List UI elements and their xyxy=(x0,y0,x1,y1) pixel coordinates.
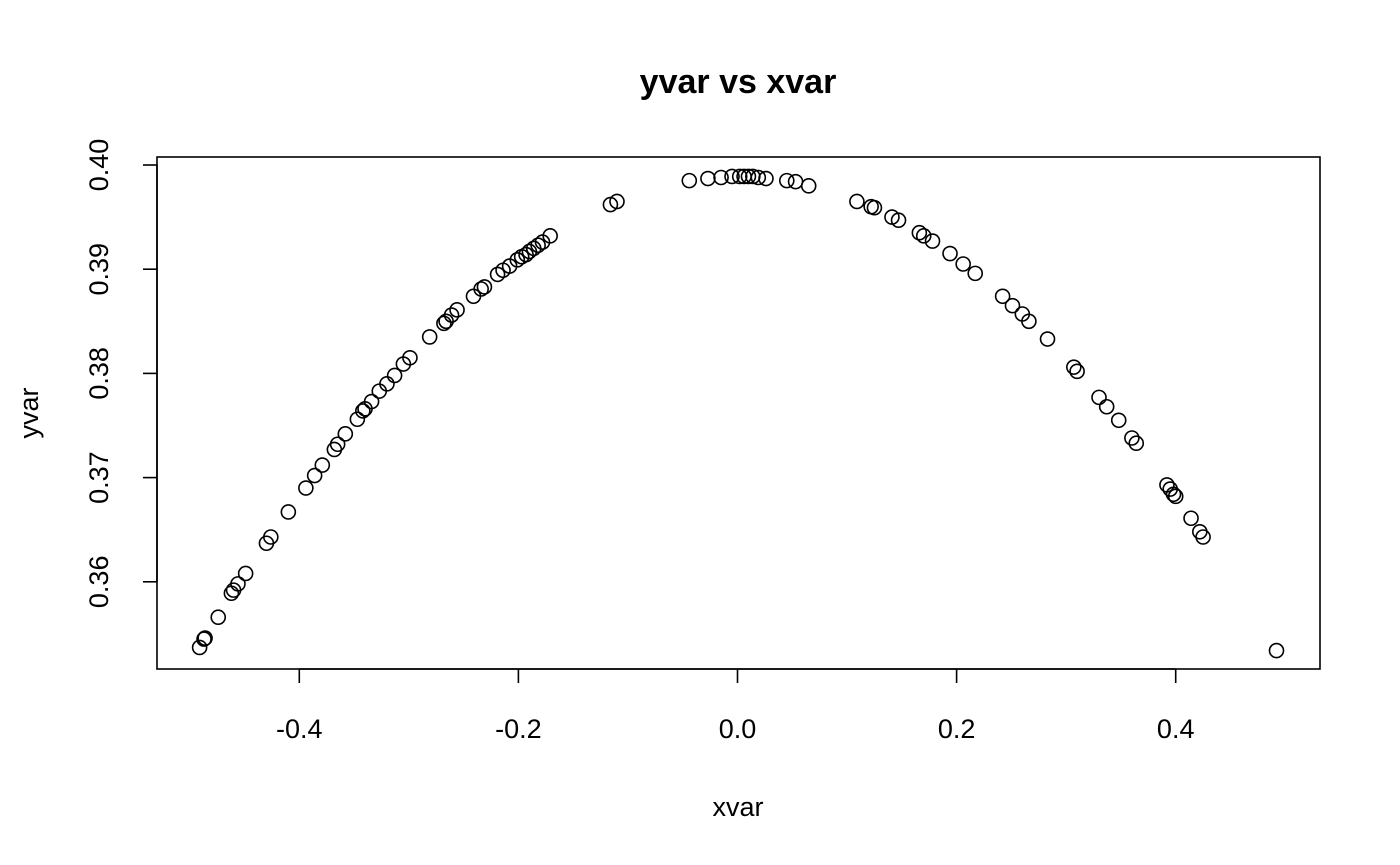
data-point xyxy=(1167,488,1184,505)
data-point xyxy=(681,172,698,189)
data-point xyxy=(402,349,418,366)
x-tick-label: 0.4 xyxy=(1157,714,1195,744)
data-point xyxy=(994,288,1011,305)
data-point xyxy=(849,193,865,210)
data-point xyxy=(800,178,817,194)
data-point xyxy=(509,252,526,268)
y-tick-label: 0.36 xyxy=(84,556,114,609)
data-point xyxy=(778,172,795,189)
data-point xyxy=(1091,389,1107,406)
data-point xyxy=(191,639,208,656)
x-tick-label: -0.2 xyxy=(495,714,542,744)
data-point xyxy=(787,173,804,190)
data-point xyxy=(386,367,403,384)
data-point xyxy=(1183,510,1199,527)
data-point xyxy=(967,265,984,282)
data-point xyxy=(280,504,297,520)
data-point xyxy=(700,170,716,187)
data-point xyxy=(210,609,227,626)
data-point xyxy=(371,383,388,399)
data-point xyxy=(263,529,279,545)
data-point xyxy=(758,170,774,187)
x-tick-label: -0.4 xyxy=(276,714,323,744)
data-point xyxy=(314,457,331,473)
data-point xyxy=(1124,430,1140,446)
data-point xyxy=(530,237,546,254)
data-point xyxy=(1066,359,1082,375)
data-point xyxy=(379,376,395,392)
data-point xyxy=(942,245,958,262)
y-tick-label: 0.40 xyxy=(84,139,114,192)
data-point xyxy=(713,169,729,186)
data-point xyxy=(489,266,506,283)
data-point xyxy=(955,256,971,272)
data-point xyxy=(355,403,371,419)
chart-title: yvar vs xvar xyxy=(640,63,837,101)
data-point xyxy=(724,168,740,185)
data-point xyxy=(542,228,558,244)
x-axis: -0.4 -0.2 0.0 0.2 0.4 xyxy=(276,668,1195,744)
data-point xyxy=(1039,331,1056,347)
data-point xyxy=(473,281,489,297)
data-point xyxy=(731,168,748,185)
data-point xyxy=(349,411,366,428)
data-point xyxy=(197,630,213,646)
y-tick-label: 0.39 xyxy=(84,243,114,296)
y-tick-label: 0.38 xyxy=(84,347,114,400)
data-point xyxy=(1004,297,1021,314)
data-point xyxy=(1110,412,1127,429)
data-point xyxy=(476,279,493,295)
data-point xyxy=(924,233,941,249)
data-point xyxy=(1021,313,1037,330)
x-tick-label: 0.0 xyxy=(719,714,757,744)
data-point xyxy=(1268,642,1285,659)
data-point xyxy=(329,436,346,453)
y-tick-label: 0.37 xyxy=(84,451,114,504)
data-point xyxy=(911,224,928,241)
data-point xyxy=(1165,486,1182,503)
x-axis-label: xvar xyxy=(712,792,763,822)
plot-frame xyxy=(156,156,1321,670)
data-point xyxy=(915,228,932,244)
data-point xyxy=(1192,523,1208,540)
data-point xyxy=(363,393,380,410)
data-point xyxy=(326,441,343,458)
y-axis-label: yvar xyxy=(14,387,44,438)
data-point xyxy=(298,480,314,496)
data-point xyxy=(740,168,757,185)
data-point xyxy=(890,212,907,229)
y-axis: 0.36 0.37 0.38 0.39 0.40 xyxy=(84,139,158,609)
data-point xyxy=(337,426,354,442)
data-point xyxy=(750,169,767,186)
data-point xyxy=(443,307,460,323)
data-point xyxy=(196,631,212,647)
data-point xyxy=(1098,398,1115,415)
data-point xyxy=(237,565,254,582)
data-point xyxy=(866,199,883,216)
data-point xyxy=(1128,435,1145,452)
data-point xyxy=(230,576,246,592)
x-tick-label: 0.2 xyxy=(938,714,976,744)
data-point xyxy=(421,329,438,345)
data-points xyxy=(191,168,1285,659)
data-point xyxy=(306,467,323,484)
data-point xyxy=(1195,529,1211,545)
data-point xyxy=(449,302,465,318)
data-point xyxy=(609,193,625,210)
data-point xyxy=(1069,363,1085,380)
